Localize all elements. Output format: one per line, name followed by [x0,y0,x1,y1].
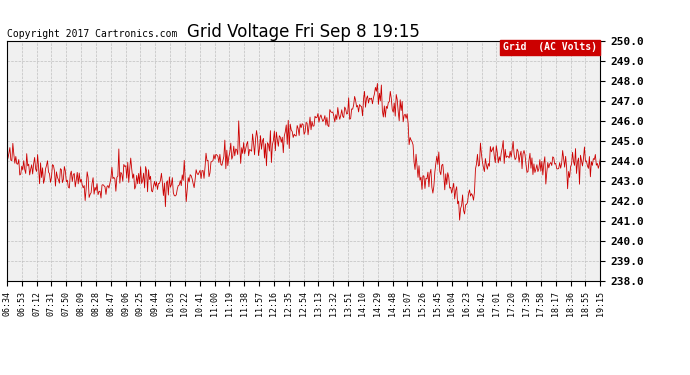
Text: Copyright 2017 Cartronics.com: Copyright 2017 Cartronics.com [7,29,177,39]
Text: Grid  (AC Volts): Grid (AC Volts) [503,42,598,52]
Title: Grid Voltage Fri Sep 8 19:15: Grid Voltage Fri Sep 8 19:15 [187,23,420,41]
